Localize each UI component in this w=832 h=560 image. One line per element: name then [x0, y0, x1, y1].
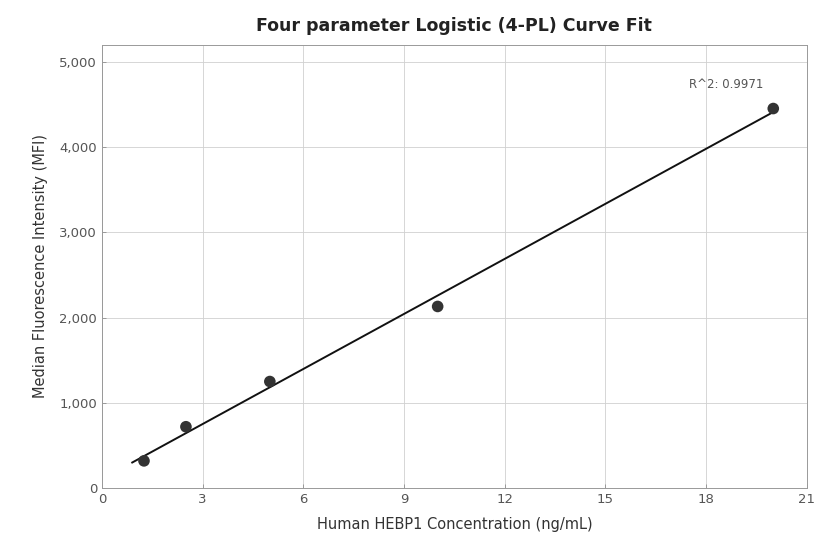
Point [431, 302, 444, 311]
Point [766, 104, 780, 113]
Y-axis label: Median Fluorescence Intensity (MFI): Median Fluorescence Intensity (MFI) [33, 134, 48, 398]
Point [263, 377, 276, 386]
Point [179, 422, 192, 431]
Point [137, 456, 151, 465]
Title: Four parameter Logistic (4-PL) Curve Fit: Four parameter Logistic (4-PL) Curve Fit [256, 17, 652, 35]
X-axis label: Human HEBP1 Concentration (ng/mL): Human HEBP1 Concentration (ng/mL) [317, 517, 592, 532]
Text: R^2: 0.9971: R^2: 0.9971 [689, 78, 763, 91]
